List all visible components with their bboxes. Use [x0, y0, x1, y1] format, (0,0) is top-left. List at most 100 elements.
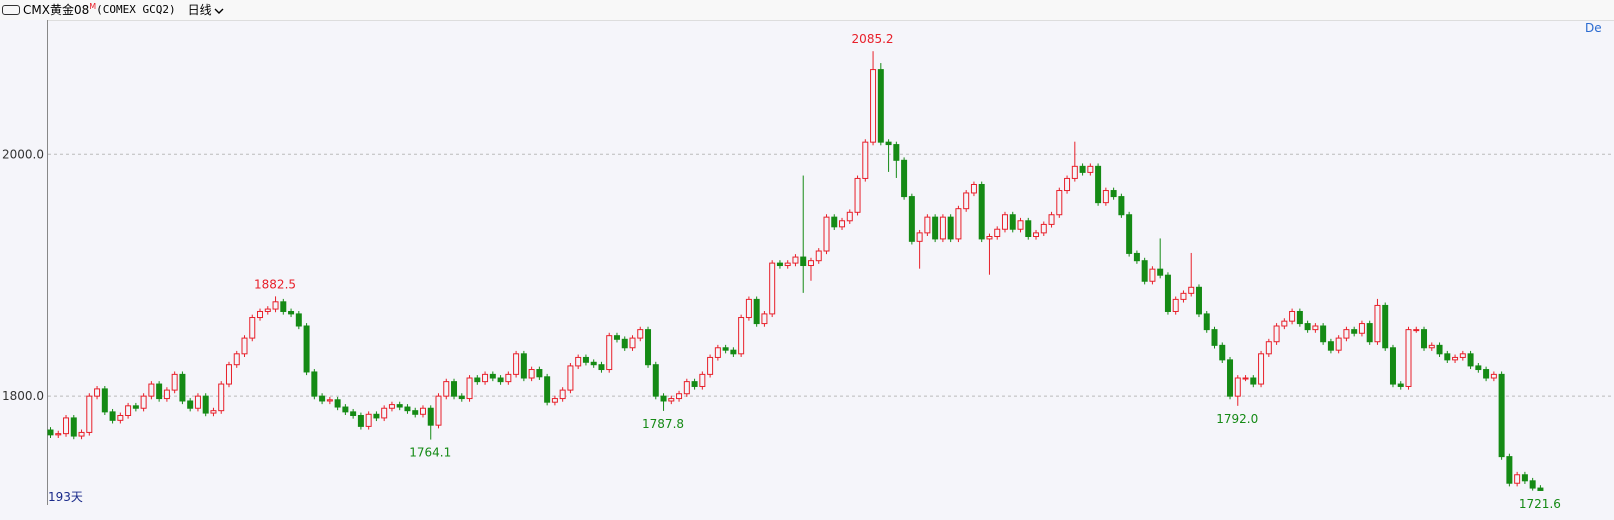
chevron[interactable] [214, 7, 224, 15]
candle-body [94, 388, 101, 397]
candle-body [1521, 474, 1528, 482]
candle-body [807, 260, 814, 267]
candle-body [582, 356, 589, 363]
candle-body [1389, 347, 1396, 385]
extreme-label: 1882.5 [254, 277, 296, 291]
candle-body [986, 235, 993, 240]
candle-body [1351, 329, 1358, 334]
candle-body [1428, 344, 1435, 349]
candle-body [932, 216, 939, 240]
candle-body [505, 373, 512, 383]
candle-body [598, 364, 605, 371]
candle-body [1258, 353, 1265, 385]
candle-body [342, 406, 349, 413]
candle-body [621, 338, 628, 349]
candle-body [171, 373, 178, 391]
candle-body [831, 216, 838, 228]
candle-body [311, 371, 318, 397]
candle-body [70, 417, 77, 437]
candle-body [745, 298, 752, 319]
candle-body [1475, 365, 1482, 371]
candle-body [1296, 310, 1303, 325]
candle-body [637, 329, 644, 339]
candle-body [551, 398, 558, 403]
corner-label: De [1585, 21, 1602, 35]
candle-body [218, 383, 225, 412]
candle-body [373, 413, 380, 419]
candle-body [1397, 383, 1404, 387]
candle-body [350, 411, 357, 416]
candle-body [179, 373, 186, 402]
candle-body [1413, 329, 1420, 332]
candle-body [1273, 325, 1280, 343]
candle-body [1498, 373, 1505, 458]
candle-body [877, 69, 884, 143]
badge: M [89, 2, 97, 11]
candle-body [257, 310, 264, 319]
candle-body [101, 388, 108, 413]
candle-body [210, 410, 217, 414]
candle-body [738, 317, 745, 355]
candle-body [1304, 323, 1311, 331]
extreme-label: 2085.2 [852, 32, 894, 46]
candle-body [1452, 356, 1459, 361]
candle-body [63, 417, 70, 435]
candle-body [117, 414, 124, 421]
candle-body [963, 192, 970, 210]
candle-body [629, 337, 636, 349]
candle-body [1133, 252, 1140, 262]
candle-body [1095, 165, 1102, 204]
candle-body [1110, 190, 1117, 198]
candle-body [908, 196, 915, 242]
candle-body [1459, 353, 1466, 358]
extreme-label: 1787.8 [642, 417, 684, 431]
candle-body [419, 407, 426, 415]
candle-body [1056, 190, 1063, 216]
candle-body [78, 431, 85, 437]
candle-body [132, 405, 139, 409]
candle-body [955, 208, 962, 240]
period-selector[interactable]: 日线 [188, 3, 224, 17]
extreme-label: 1721.6 [1519, 497, 1561, 511]
candle-body [280, 301, 287, 312]
candle-body [489, 373, 496, 379]
candle-body [699, 373, 706, 387]
candle-body [862, 141, 869, 179]
candle-body [1467, 353, 1474, 367]
candle-body [1071, 165, 1078, 179]
candle-body [86, 395, 93, 433]
candle-body [1102, 190, 1109, 204]
candle-body [1366, 323, 1373, 343]
candle-body [846, 211, 853, 222]
candle-body [1040, 223, 1047, 234]
y-tick-label: 2000.0 [2, 147, 44, 161]
candle-body [753, 298, 760, 325]
candle-body [1343, 329, 1350, 339]
candle-body [761, 313, 768, 325]
candle-body [1242, 377, 1249, 380]
candle-body [947, 216, 954, 240]
candle-body [272, 301, 279, 310]
candle-body [288, 310, 295, 315]
period[interactable]: 日线 [187, 3, 212, 17]
candle-body [544, 376, 551, 403]
candle-body [885, 141, 892, 146]
candle-body [714, 347, 721, 358]
candle-body [482, 373, 489, 383]
candle-body [707, 356, 714, 375]
candle-body [520, 353, 527, 379]
candle-body [451, 381, 458, 397]
candle-body [1265, 341, 1272, 355]
candle-body [427, 407, 434, 426]
candle-body [924, 216, 931, 234]
candle-body [1483, 369, 1490, 379]
candle-body [295, 313, 302, 327]
candle-body [1149, 268, 1156, 282]
candle-body [404, 406, 411, 412]
candle-body [1514, 474, 1521, 484]
candle-body [435, 395, 442, 426]
candle-body [55, 433, 62, 436]
candle-body [901, 159, 908, 198]
candle-body [1490, 373, 1497, 379]
